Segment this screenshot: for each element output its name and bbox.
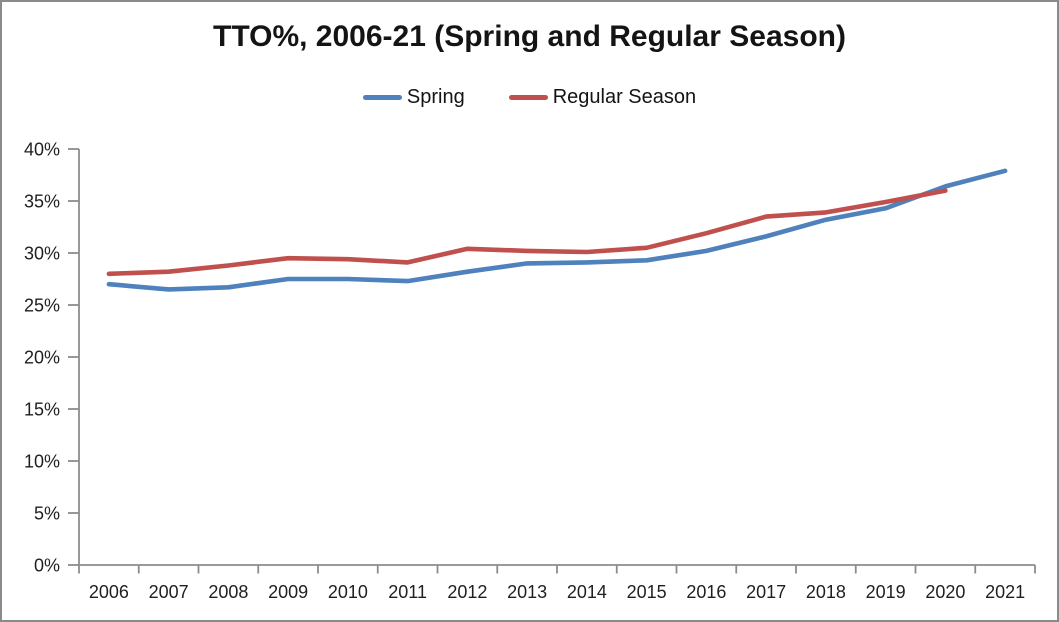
y-tick-label: 5% — [34, 504, 60, 524]
chart-title: TTO%, 2006-21 (Spring and Regular Season… — [213, 20, 846, 53]
x-tick-label: 2016 — [686, 582, 726, 602]
y-tick-label: 10% — [24, 452, 60, 472]
x-tick-label: 2009 — [268, 582, 308, 602]
x-tick-label: 2010 — [328, 582, 368, 602]
legend-item-regular-season: Regular Season — [508, 86, 697, 108]
x-tick-label: 2008 — [208, 582, 248, 602]
y-tick-label: 40% — [24, 140, 60, 160]
x-tick-label: 2021 — [985, 582, 1025, 602]
x-tick-label: 2017 — [746, 582, 786, 602]
x-tick-label: 2011 — [388, 582, 427, 602]
x-tick-label: 2018 — [806, 582, 846, 602]
x-tick-label: 2019 — [866, 582, 906, 602]
x-tick-label: 2014 — [567, 582, 607, 602]
y-tick-label: 35% — [24, 192, 60, 212]
x-tick-label: 2013 — [507, 582, 547, 602]
legend-label-regular-season: Regular Season — [552, 86, 697, 108]
x-tick-label: 2015 — [627, 582, 667, 602]
legend-label-spring: Spring — [406, 86, 465, 108]
legend-item-spring: Spring — [362, 86, 465, 108]
y-tick-label: 30% — [24, 244, 60, 264]
legend-swatch-regular-season-icon — [508, 94, 548, 100]
x-tick-label: 2007 — [149, 582, 189, 602]
legend-swatch-spring-icon — [362, 94, 402, 100]
y-tick-label: 20% — [24, 348, 60, 368]
x-tick-label: 2006 — [89, 582, 129, 602]
series-line-spring — [106, 168, 1008, 292]
y-tick-label: 0% — [34, 556, 60, 576]
series-line-regular-season — [106, 188, 948, 277]
y-tick-label: 15% — [24, 400, 60, 420]
legend: Spring Regular Season — [2, 87, 1057, 107]
y-tick-label: 25% — [24, 296, 60, 316]
x-tick-label: 2012 — [447, 582, 487, 602]
x-tick-label: 2020 — [925, 582, 965, 602]
